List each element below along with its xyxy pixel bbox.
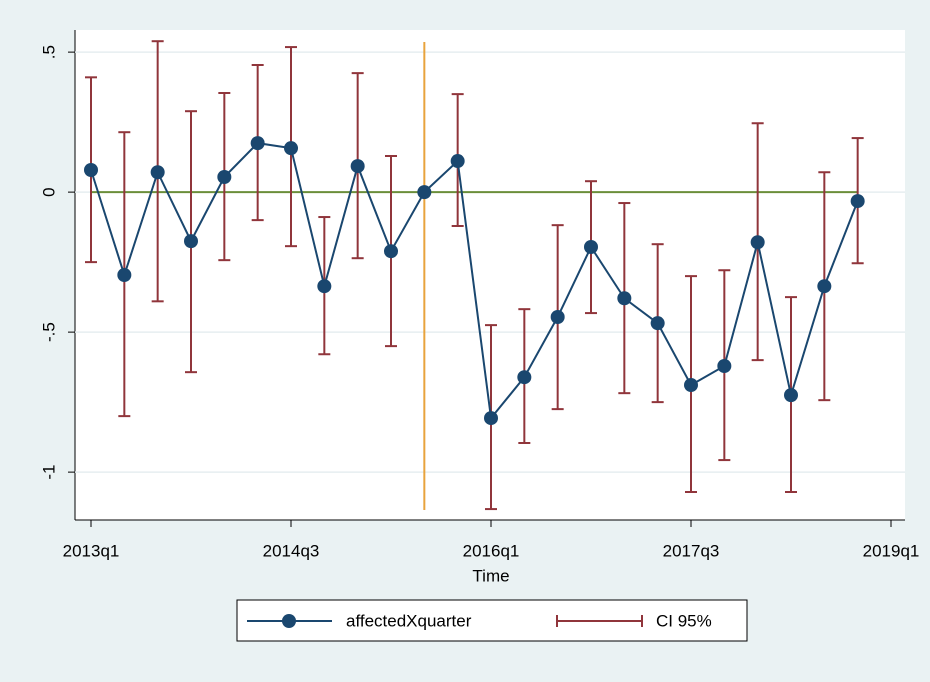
x-axis-label: Time <box>472 566 509 585</box>
point <box>684 378 698 393</box>
x-tick-label: 2016q1 <box>463 541 520 560</box>
x-tick-label: 2014q3 <box>263 541 320 560</box>
point <box>84 163 98 177</box>
point <box>350 159 365 174</box>
point <box>717 359 732 373</box>
point <box>117 268 132 282</box>
point <box>617 291 632 306</box>
point <box>417 185 432 200</box>
legend-label: affectedXquarter <box>346 611 472 630</box>
point <box>550 310 565 324</box>
point <box>584 240 598 254</box>
legend-marker <box>282 614 296 628</box>
point <box>650 316 665 331</box>
x-tick-label: 2013q1 <box>63 541 120 560</box>
series-line <box>90 142 859 421</box>
point <box>250 136 265 151</box>
point <box>184 234 198 249</box>
point <box>284 141 298 156</box>
point <box>817 279 832 294</box>
x-tick-label: 2017q3 <box>663 541 720 560</box>
point <box>850 194 865 209</box>
point <box>517 370 532 385</box>
point <box>750 235 765 250</box>
point <box>317 279 332 294</box>
point <box>150 165 165 180</box>
y-tick-label: 0 <box>39 187 58 196</box>
point <box>784 388 798 403</box>
y-tick-label: -1 <box>39 465 58 480</box>
x-tick-label: 2019q1 <box>863 541 920 560</box>
point <box>384 244 398 259</box>
y-tick-label: -.5 <box>39 322 58 342</box>
point <box>484 411 498 426</box>
y-tick-label: .5 <box>39 45 58 59</box>
point <box>450 154 465 169</box>
point <box>217 170 232 184</box>
legend-label: CI 95% <box>656 611 712 630</box>
